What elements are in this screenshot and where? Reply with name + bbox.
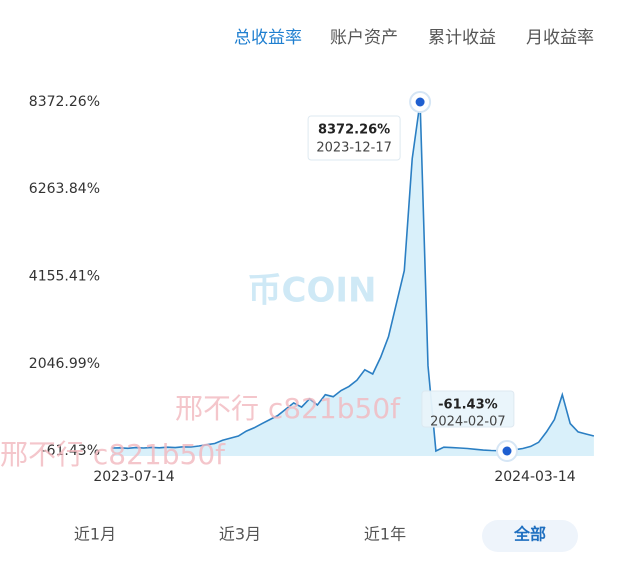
x-tick-label: 2024-03-14 xyxy=(494,469,575,485)
tooltip xyxy=(307,115,401,161)
tooltip-value: 8372.26% xyxy=(318,123,390,138)
marker xyxy=(415,97,425,107)
logo: 币COIN xyxy=(248,271,377,311)
watermark: 邢不行 c821b50f xyxy=(0,438,226,471)
x-tick-label: 2023-07-14 xyxy=(93,469,174,485)
range-pill xyxy=(482,520,578,552)
tooltip-date: 2023-12-17 xyxy=(316,141,392,156)
watermark: 邢不行 c821b50f xyxy=(175,392,401,425)
y-tick-label: 8372.26% xyxy=(29,94,100,110)
area xyxy=(112,102,594,456)
tab[interactable]: 累计收益 xyxy=(428,28,496,48)
tooltip-value: -61.43% xyxy=(438,398,498,413)
plot: 8372.26% 6263.84% 4155.41% 2046.99% -61.43% 2… xyxy=(29,91,595,485)
y-tick-label: 2046.99% xyxy=(29,356,100,372)
y-tick-label: 4155.41% xyxy=(29,269,100,285)
tab[interactable]: 总收益率 xyxy=(234,28,302,48)
range-button[interactable]: 近1年 xyxy=(364,525,406,544)
y-tick-label: 6263.84% xyxy=(29,181,100,197)
y-tick-label: -61.43% xyxy=(42,443,100,459)
range-button[interactable]: 近1月 xyxy=(74,525,116,544)
range-button[interactable]: 近3月 xyxy=(219,525,261,544)
tab[interactable]: 账户资产 xyxy=(330,28,398,48)
marker xyxy=(502,446,512,456)
tooltip-date: 2024-02-07 xyxy=(430,415,506,430)
tab[interactable]: 月收益率 xyxy=(526,28,594,48)
tooltip xyxy=(421,390,515,428)
range-button[interactable]: 全部 xyxy=(513,525,546,544)
